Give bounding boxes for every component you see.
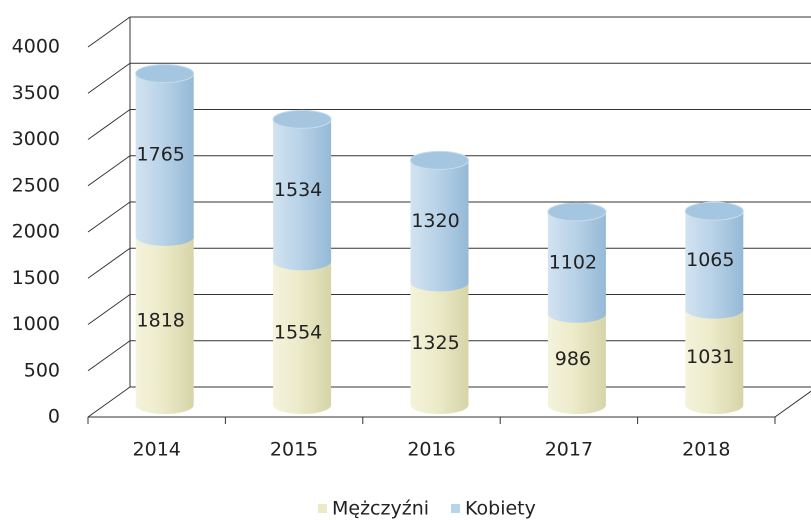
y-tick-label: 3000 <box>12 128 60 150</box>
legend-label: Mężczyźni <box>332 498 429 520</box>
data-label: 986 <box>555 348 591 370</box>
y-tick-label: 0 <box>48 406 60 428</box>
grid-diagonal <box>87 16 131 48</box>
cylinder-segment <box>685 202 744 319</box>
grid-diagonal <box>87 201 131 233</box>
grid-diagonal <box>87 294 131 325</box>
cylinder-segment <box>410 151 469 292</box>
cylinder-top <box>547 202 607 222</box>
cylinder-top <box>135 64 195 84</box>
x-tick-label: 2018 <box>682 439 730 461</box>
grid-diagonal <box>87 62 131 94</box>
x-tick-label: 2014 <box>133 439 181 461</box>
cylinder-segment <box>135 64 194 246</box>
cylinder-segment <box>273 252 332 414</box>
y-tick-label: 1000 <box>12 313 60 335</box>
data-label: 1818 <box>137 309 185 331</box>
cylinder-top <box>410 150 469 170</box>
y-tick-label: 3500 <box>12 82 60 104</box>
cylinder-segment <box>135 227 194 414</box>
cylinder-top <box>684 201 744 221</box>
grid-diagonal <box>87 386 131 418</box>
grid-diagonal <box>87 340 131 372</box>
data-label: 1065 <box>686 249 734 271</box>
data-label: 1325 <box>411 332 459 354</box>
data-label: 1765 <box>137 144 185 166</box>
y-tick-label: 1500 <box>12 267 60 289</box>
cylinder-segment <box>685 300 744 414</box>
x-tick-label: 2015 <box>270 439 318 461</box>
data-label: 1554 <box>274 322 322 344</box>
y-tick-label: 500 <box>24 359 60 381</box>
legend-swatch <box>451 504 461 513</box>
data-label: 1534 <box>274 179 322 201</box>
cylinder-segment <box>547 304 606 414</box>
y-tick-label: 4000 <box>12 36 60 58</box>
floor-right <box>774 390 811 418</box>
legend-label: Kobiety <box>465 498 536 520</box>
cylinder-segment <box>273 110 332 271</box>
cylinder-top <box>272 109 332 129</box>
y-tick-label: 2000 <box>12 221 60 243</box>
grid-diagonal <box>87 247 131 279</box>
cylinder-segment <box>410 273 469 414</box>
cylinder-segment <box>547 202 606 323</box>
x-tick-label: 2017 <box>545 439 593 461</box>
x-tick-label: 2016 <box>407 439 455 461</box>
grid-diagonal <box>87 109 131 140</box>
y-tick-label: 2500 <box>12 174 60 196</box>
legend-swatch <box>318 504 327 513</box>
data-label: 1031 <box>686 346 734 368</box>
data-label: 1102 <box>549 251 597 273</box>
data-label: 1320 <box>411 210 459 232</box>
grid-diagonal <box>87 155 131 187</box>
